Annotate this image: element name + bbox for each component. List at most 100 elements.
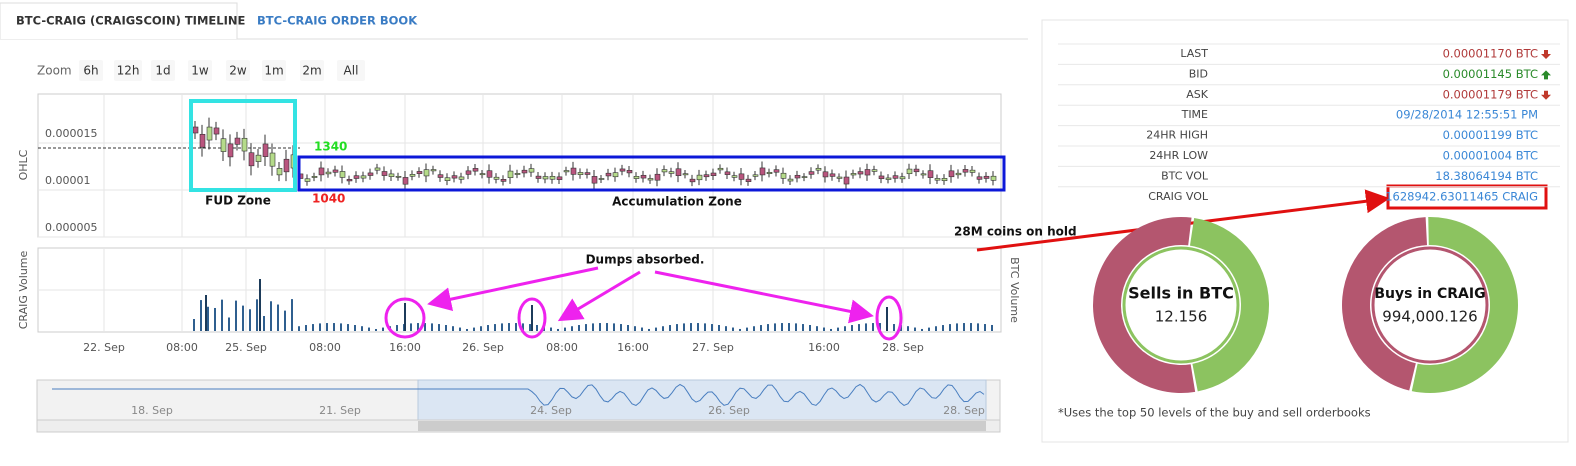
- candle-body: [367, 172, 374, 176]
- arrow: [427, 266, 599, 312]
- tab[interactable]: BTC-CRAIG ORDER BOOK: [257, 14, 418, 28]
- stat-value: 0.00001170 BTC: [1443, 47, 1538, 61]
- zoom-button-label[interactable]: 2w: [229, 64, 247, 78]
- x-tick-label: 25. Sep: [225, 341, 267, 354]
- volume-bar: [970, 323, 972, 331]
- candle-body: [500, 179, 507, 182]
- zoom-button[interactable]: [188, 60, 212, 81]
- candle-body: [962, 169, 969, 173]
- active-tab: [0, 2, 238, 39]
- candle-body: [409, 174, 416, 177]
- candle-body: [780, 172, 787, 179]
- volume-bar: [781, 323, 783, 331]
- volume-bar: [662, 326, 664, 331]
- candle-body: [976, 176, 983, 180]
- volume-bar: [221, 299, 223, 331]
- zoom-button-label[interactable]: 2m: [302, 64, 321, 78]
- candle-body: [843, 176, 850, 185]
- volume-bar: [445, 325, 447, 331]
- volume-bar: [788, 323, 790, 331]
- volume-bar: [830, 328, 832, 331]
- navigator-selection[interactable]: [417, 379, 987, 421]
- candle-body: [248, 152, 255, 167]
- donut-red: [1342, 217, 1428, 391]
- volume-bar: [263, 316, 265, 331]
- zoom-button-label[interactable]: 1d: [155, 64, 170, 78]
- zoom-button[interactable]: [226, 60, 250, 81]
- candle-body: [458, 176, 465, 180]
- candle-body: [234, 137, 241, 145]
- candle-body: [381, 171, 388, 176]
- stat-value: 0.00001199 BTC: [1443, 128, 1538, 142]
- volume-bar: [690, 323, 692, 331]
- highlight-ellipse: [517, 297, 547, 339]
- x-tick-label: 16:00: [389, 341, 421, 354]
- volume-bar: [592, 323, 594, 331]
- volume-bar: [473, 327, 475, 331]
- footnote: *Uses the top 50 levels of the buy and s…: [1058, 406, 1371, 420]
- volume-bar: [259, 279, 261, 331]
- candle-body: [465, 170, 472, 175]
- volume-bar: [298, 326, 300, 331]
- zoom-button-label[interactable]: 1w: [191, 64, 209, 78]
- volume-bar: [354, 325, 356, 331]
- candle-body: [220, 138, 227, 152]
- candle-body: [913, 168, 920, 173]
- volume-bar: [627, 325, 629, 331]
- volume-bar: [480, 326, 482, 331]
- donut-value: 994,000.126: [1382, 308, 1477, 326]
- candle-body: [829, 173, 836, 177]
- candle-body: [598, 178, 605, 180]
- zoom-button-label[interactable]: 1m: [264, 64, 283, 78]
- candle-body: [899, 176, 906, 180]
- zoom-button[interactable]: [151, 60, 175, 81]
- candle-body: [752, 174, 759, 177]
- volume-bar: [214, 307, 216, 331]
- stat-label: TIME: [1181, 108, 1208, 121]
- zoom-button[interactable]: [300, 60, 324, 81]
- candle-body: [808, 171, 815, 175]
- candle-body: [269, 152, 276, 167]
- candle-body: [206, 126, 213, 141]
- volume-bar: [655, 327, 657, 331]
- tab[interactable]: BTC-CRAIG (CRAIGSCOIN) TIMELINE: [16, 14, 245, 28]
- candle-body: [402, 177, 409, 185]
- x-tick-label: 26. Sep: [462, 341, 504, 354]
- highlight-ellipse: [875, 295, 903, 341]
- candle-body: [262, 143, 269, 157]
- candle-body: [920, 173, 927, 176]
- candle-body: [731, 175, 738, 178]
- volume-bar: [410, 323, 412, 331]
- zoom-button-label[interactable]: 12h: [117, 64, 140, 78]
- zoom-button-label[interactable]: 6h: [83, 64, 98, 78]
- zoom-button[interactable]: [262, 60, 286, 81]
- candle-body: [703, 174, 710, 178]
- candle-body: [521, 169, 528, 174]
- volume-bar: [424, 323, 426, 331]
- candle-body: [661, 169, 668, 173]
- scrollbar-thumb[interactable]: [418, 421, 986, 431]
- candle-body: [717, 167, 724, 171]
- stat-label: CRAIG VOL: [1148, 190, 1209, 203]
- stat-label: BID: [1189, 67, 1208, 80]
- zoom-button[interactable]: [79, 60, 103, 81]
- annotation: FUD Zone: [205, 194, 271, 208]
- highlight-box: [1386, 184, 1548, 210]
- navigator-tick-label: 24. Sep: [530, 404, 572, 417]
- y-tick-label: 0.000015: [45, 127, 98, 140]
- candle-body: [689, 178, 696, 183]
- volume-bar: [963, 323, 965, 331]
- zoom-button-label[interactable]: All: [344, 64, 359, 78]
- candle-body: [227, 143, 234, 158]
- volume-bar: [606, 323, 608, 331]
- stat-label: 24HR HIGH: [1146, 129, 1208, 142]
- candle-body: [850, 173, 857, 176]
- navigator-tick-label: 26. Sep: [708, 404, 750, 417]
- volume-bar: [368, 327, 370, 331]
- volume-bar: [550, 327, 552, 331]
- annotation: 1340: [314, 140, 347, 154]
- volume-bar: [205, 295, 207, 331]
- zoom-button[interactable]: [337, 60, 365, 81]
- zoom-button[interactable]: [114, 60, 142, 81]
- volume-bar: [921, 328, 923, 331]
